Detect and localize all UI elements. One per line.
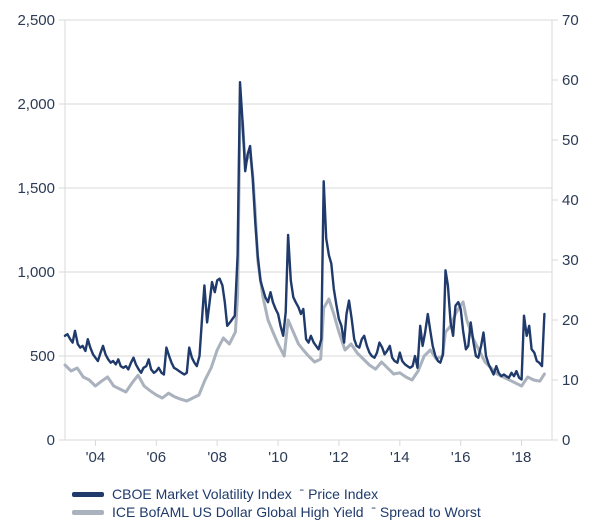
svg-text:2,000: 2,000 xyxy=(17,96,55,113)
svg-text:500: 500 xyxy=(30,348,55,365)
svg-text:1,500: 1,500 xyxy=(17,180,55,197)
legend-swatch-icon xyxy=(72,510,104,515)
svg-text:'14: '14 xyxy=(390,449,410,466)
svg-text:1,000: 1,000 xyxy=(17,264,55,281)
svg-text:50: 50 xyxy=(562,132,579,149)
svg-text:0: 0 xyxy=(47,432,55,449)
svg-text:60: 60 xyxy=(562,72,579,89)
svg-text:'06: '06 xyxy=(147,449,167,466)
svg-text:30: 30 xyxy=(562,252,579,269)
chart-container: 0 500 1,000 1,500 2,000 2,500 0 10 20 30 40 50 60 70 '… xyxy=(0,0,600,526)
legend-swatch-icon xyxy=(72,492,104,497)
legend-item-cboe: CBOE Market Volatility Index ˉ Price Ind… xyxy=(72,486,481,502)
svg-text:'08: '08 xyxy=(207,449,227,466)
legend-label: ICE BofAML US Dollar Global High Yield ˉ… xyxy=(112,504,481,520)
svg-text:40: 40 xyxy=(562,192,579,209)
legend-label: CBOE Market Volatility Index ˉ Price Ind… xyxy=(112,486,378,502)
svg-text:'10: '10 xyxy=(268,449,288,466)
svg-text:70: 70 xyxy=(562,12,579,29)
line-chart: 0 500 1,000 1,500 2,000 2,500 0 10 20 30 40 50 60 70 '… xyxy=(0,0,600,526)
svg-text:20: 20 xyxy=(562,312,579,329)
svg-text:'16: '16 xyxy=(451,449,471,466)
svg-text:'18: '18 xyxy=(512,449,532,466)
svg-text:'04: '04 xyxy=(86,449,106,466)
svg-text:2,500: 2,500 xyxy=(17,12,55,29)
svg-text:'12: '12 xyxy=(329,449,349,466)
legend-item-ice: ICE BofAML US Dollar Global High Yield ˉ… xyxy=(72,504,481,520)
legend: CBOE Market Volatility Index ˉ Price Ind… xyxy=(72,484,481,520)
svg-text:0: 0 xyxy=(562,432,570,449)
svg-text:10: 10 xyxy=(562,372,579,389)
